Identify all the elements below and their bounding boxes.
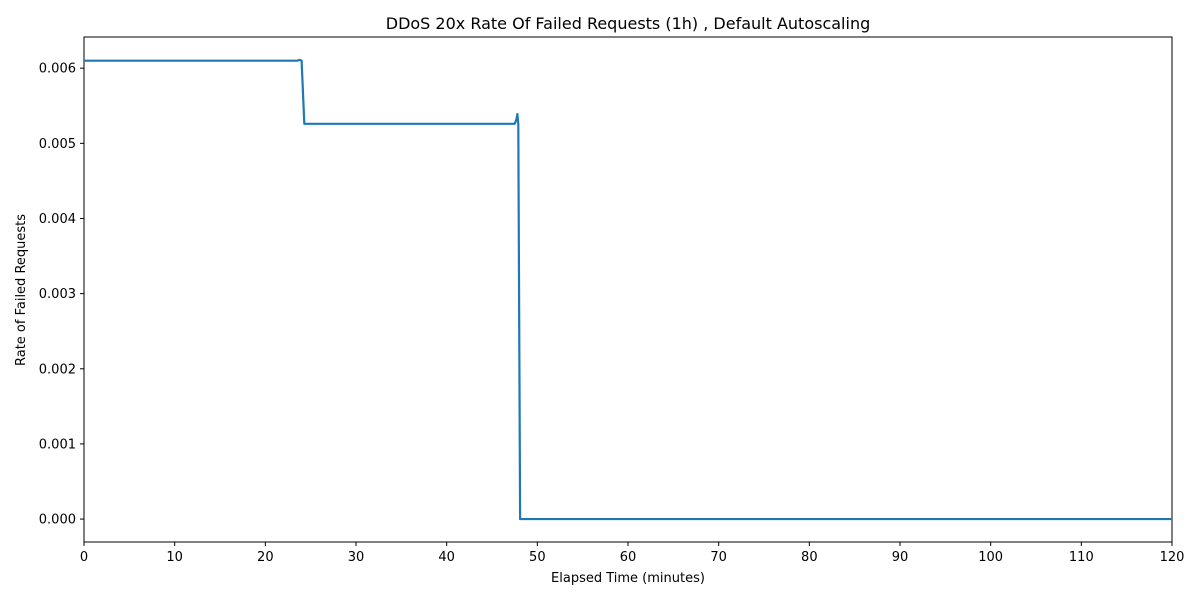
series-line <box>84 58 1172 521</box>
x-tick-label: 90 <box>892 550 909 565</box>
y-tick-label: 0.000 <box>39 513 76 528</box>
x-tick-label: 60 <box>620 550 637 565</box>
x-axis-label: Elapsed Time (minutes) <box>551 571 705 586</box>
y-tick-label: 0.001 <box>39 437 76 452</box>
x-tick-label: 120 <box>1160 550 1185 565</box>
y-tick-label: 0.005 <box>39 137 76 152</box>
y-tick-label: 0.006 <box>39 62 76 77</box>
y-tick-label: 0.004 <box>39 212 76 227</box>
x-tick-label: 20 <box>257 550 274 565</box>
x-tick-label: 0 <box>80 550 88 565</box>
x-tick-label: 30 <box>348 550 365 565</box>
series-layer <box>84 58 1172 521</box>
y-tick-label: 0.003 <box>39 287 76 302</box>
y-tick-label: 0.002 <box>39 362 76 377</box>
x-tick-label: 100 <box>978 550 1003 565</box>
x-tick-label: 80 <box>801 550 818 565</box>
y-axis-label: Rate of Failed Requests <box>14 214 29 366</box>
x-tick-label: 40 <box>438 550 455 565</box>
x-tick-label: 10 <box>166 550 183 565</box>
x-tick-label: 50 <box>529 550 546 565</box>
x-axis-ticks: 0 10 20 30 40 50 60 70 80 90 100 110 120 <box>80 542 1185 565</box>
x-tick-label: 110 <box>1069 550 1094 565</box>
y-axis-ticks: 0.000 0.001 0.002 0.003 0.004 0.005 0.006 <box>39 62 84 528</box>
chart-title: DDoS 20x Rate Of Failed Requests (1h) , … <box>386 14 870 33</box>
plot-area-frame <box>83 36 1173 543</box>
x-tick-label: 70 <box>710 550 727 565</box>
